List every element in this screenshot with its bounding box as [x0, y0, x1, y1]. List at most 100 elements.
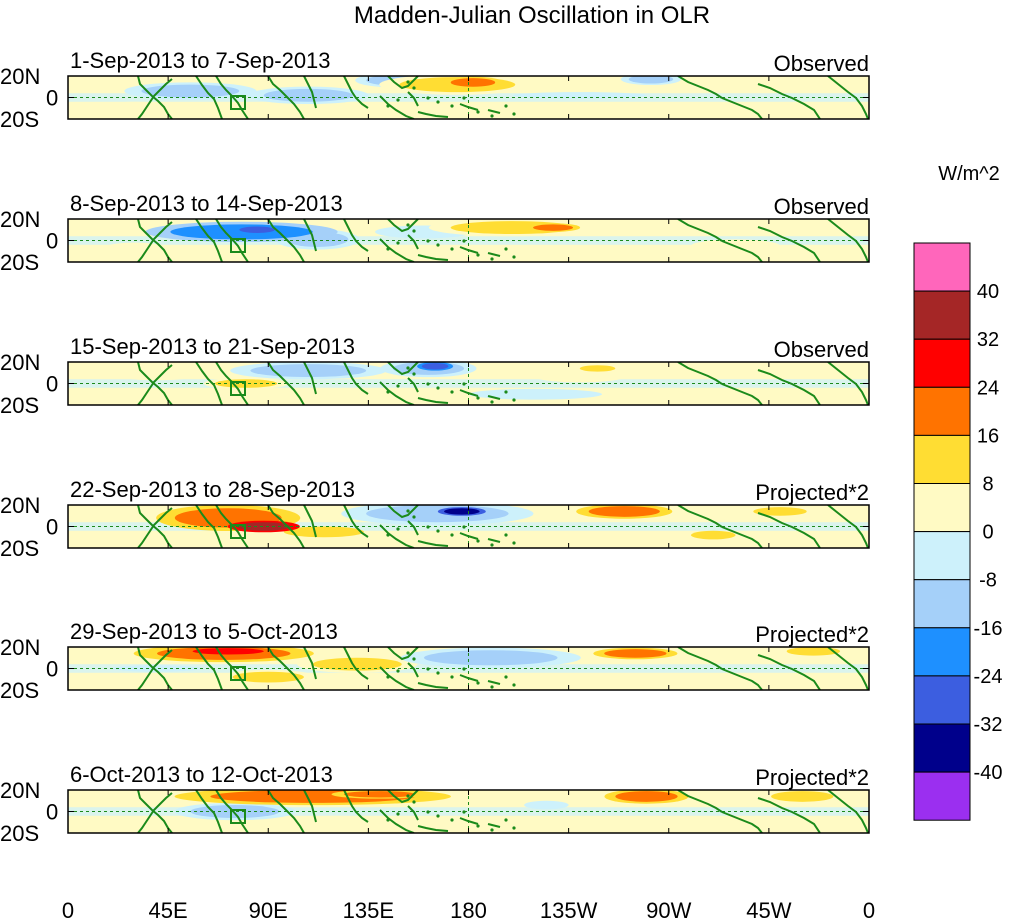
coastline	[343, 647, 369, 680]
anomaly-field	[68, 362, 869, 405]
x-tick-label: 0	[62, 898, 74, 922]
colorbar-level-label: 16	[977, 425, 999, 447]
coastline	[757, 83, 821, 119]
colorbar-bin	[913, 675, 971, 725]
index-box	[230, 381, 246, 396]
island	[412, 86, 416, 90]
y-tick-label: 20N	[0, 350, 40, 375]
coastline	[407, 377, 419, 393]
island	[512, 112, 516, 116]
island	[450, 247, 454, 251]
anomaly-field	[68, 219, 869, 262]
anomaly-contour	[524, 800, 569, 810]
coastline	[459, 246, 479, 254]
island	[512, 255, 516, 259]
coastline	[387, 219, 419, 233]
coastline	[721, 383, 763, 405]
island	[406, 651, 410, 655]
coastline	[137, 364, 173, 405]
coastline	[137, 647, 173, 690]
equatorial-band	[68, 664, 869, 673]
coastline	[195, 76, 223, 119]
colorbar-level-label: -8	[979, 570, 997, 592]
y-tick-label: 20N	[0, 64, 40, 89]
panel-date-range: 8-Sep-2013 to 14-Sep-2013	[70, 191, 343, 216]
x-tick-label: 0	[863, 898, 875, 922]
colorbar-bin	[913, 771, 971, 821]
coastline	[757, 512, 821, 548]
coastline	[195, 790, 223, 833]
anomaly-contour	[192, 648, 264, 655]
colorbar-bin	[913, 338, 971, 388]
anomaly-field	[68, 505, 869, 548]
coastline	[677, 790, 723, 813]
island	[462, 810, 466, 814]
island	[396, 812, 400, 816]
chart-title: Madden-Julian Oscillation in OLR	[354, 2, 710, 29]
coastline	[407, 520, 419, 536]
equatorial-band	[68, 379, 869, 388]
island	[504, 533, 508, 537]
coastline	[303, 505, 317, 538]
island	[412, 515, 416, 519]
island	[412, 800, 416, 804]
y-tick-label: 20S	[0, 821, 39, 846]
island	[490, 543, 494, 547]
colorbar-level-label: 0	[982, 522, 993, 544]
x-tick-label: 45E	[149, 898, 188, 922]
anomaly-contour	[513, 92, 647, 99]
coastline	[417, 825, 449, 832]
island	[462, 382, 466, 386]
island	[512, 826, 516, 830]
anomaly-contour	[112, 665, 202, 672]
coastline	[757, 654, 821, 690]
coastline	[721, 811, 763, 833]
island	[450, 104, 454, 108]
y-tick-label: 0	[46, 86, 58, 111]
island	[436, 529, 440, 533]
coastline	[379, 809, 415, 833]
coastline	[303, 219, 317, 252]
anomaly-contour	[263, 88, 353, 102]
coastline	[379, 238, 415, 262]
anomaly-contour	[588, 506, 660, 517]
coastline	[267, 790, 305, 833]
coastline	[195, 362, 223, 405]
island	[512, 398, 516, 402]
anomaly-contour	[312, 657, 402, 671]
coastline	[195, 505, 223, 548]
coastline	[721, 97, 763, 119]
island	[396, 98, 400, 102]
island	[450, 533, 454, 537]
coastline	[417, 540, 449, 547]
colorbar-level-label: 24	[977, 377, 999, 399]
island	[450, 818, 454, 822]
panel-date-range: 29-Sep-2013 to 5-Oct-2013	[70, 619, 338, 644]
coastline	[677, 362, 723, 385]
x-tick-label: 90E	[249, 898, 288, 922]
coastline	[459, 389, 479, 397]
panel-type-label: Observed	[774, 194, 869, 219]
island	[406, 509, 410, 513]
colorbar-bin	[913, 434, 971, 484]
coastline	[721, 526, 763, 548]
anomaly-contour	[232, 671, 304, 683]
colorbar-bin	[913, 483, 971, 533]
coastline	[757, 226, 821, 262]
island	[476, 681, 480, 685]
island	[512, 683, 516, 687]
coastline	[387, 76, 419, 90]
anomaly-contour	[771, 791, 834, 802]
island	[426, 382, 430, 386]
island	[406, 794, 410, 798]
coastline	[827, 219, 869, 262]
island	[396, 669, 400, 673]
y-tick-label: 20N	[0, 778, 40, 803]
island	[426, 667, 430, 671]
y-tick-label: 0	[46, 657, 58, 682]
coastline	[387, 505, 419, 519]
